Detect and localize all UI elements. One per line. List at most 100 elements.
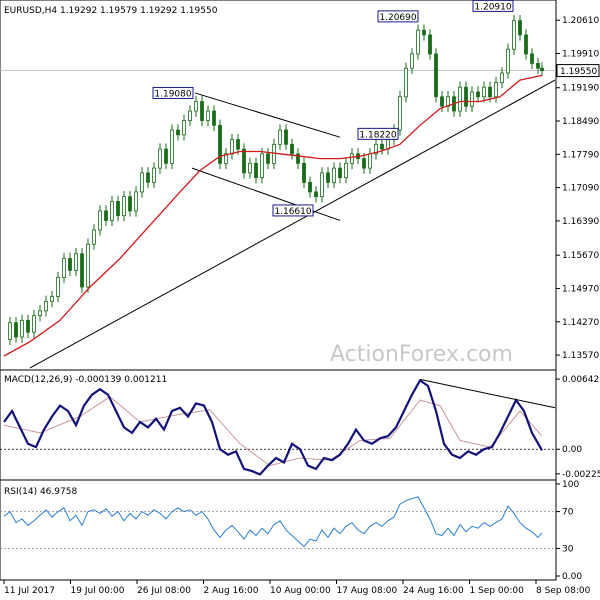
candle-body (206, 110, 210, 121)
candle-body (296, 153, 300, 164)
candle-body (32, 315, 36, 333)
candle-body (536, 63, 540, 69)
rsi-panel-title: RSI(14) 46.9758 (4, 487, 77, 497)
candle-body (134, 191, 138, 212)
price-ytick-label: 1.19190 (562, 84, 599, 94)
candle-body (182, 120, 186, 136)
macd-ytick-label: 0.006425 (562, 375, 600, 385)
trendline-2 (191, 167, 341, 221)
candle-body (500, 72, 504, 83)
candle-body (200, 101, 204, 121)
candle-body (308, 181, 312, 193)
candle-body (380, 143, 384, 150)
price-annotation: 1.20910 (472, 0, 514, 12)
candle-body (218, 124, 222, 164)
candle-body (524, 34, 528, 55)
xtick-label: 11 Jul 2017 (4, 586, 55, 596)
candle-body (20, 319, 24, 338)
macd-line (3, 378, 543, 476)
candle-body (416, 29, 420, 55)
annotation-box (272, 204, 314, 217)
annotation-label: 1.20690 (379, 13, 416, 23)
price-ytick-label: 1.18490 (562, 117, 599, 127)
rsi-ytick-label: 30 (562, 544, 574, 554)
moving-average-line (3, 74, 543, 357)
candle-body (176, 129, 180, 136)
macd-ytick-label: 0.00 (562, 445, 582, 455)
watermark: ActionForex.com (330, 342, 513, 367)
price-ytick-label: 1.17090 (562, 184, 599, 194)
candle-body (290, 143, 294, 155)
candle-body (338, 167, 342, 179)
candle-body (224, 153, 228, 164)
current-price-tag (556, 64, 600, 78)
candle-body (188, 110, 192, 121)
candle-body (86, 243, 90, 288)
rsi-ytick-label: 100 (562, 480, 579, 490)
annotation-label: 1.16610 (274, 207, 311, 217)
candle-body (458, 86, 462, 112)
current-price-label: 1.19550 (560, 67, 597, 77)
candle-body (434, 53, 438, 98)
price-panel-title: EURUSD,H4 1.19292 1.19579 1.19292 1.1955… (4, 6, 218, 16)
candle-body (326, 172, 330, 183)
candle-body (62, 258, 66, 278)
annotation-label: 1.20910 (474, 2, 511, 12)
annotation-label: 1.19080 (154, 89, 191, 99)
candle-body (116, 201, 120, 217)
macd-trendline (419, 378, 556, 409)
candle-body (164, 148, 168, 164)
candle-body (260, 153, 264, 179)
candle-body (8, 322, 12, 340)
candle-body (140, 172, 144, 193)
price-ytick-label: 1.17790 (562, 150, 599, 160)
candle-body (440, 96, 444, 107)
candle-body (332, 167, 336, 183)
candle-body (236, 139, 240, 150)
rsi-ytick-label: 0.00 (562, 572, 582, 582)
price-ytick-label: 1.13570 (562, 351, 599, 361)
candle-body (314, 191, 318, 198)
candle-body (26, 319, 30, 333)
candle-body (362, 158, 366, 169)
candle-body (398, 96, 402, 131)
price-ytick-label: 1.14970 (562, 284, 599, 294)
trendline-0 (29, 79, 556, 369)
xtick-label: 2 Aug 16:00 (204, 586, 259, 596)
candle-body (350, 153, 354, 164)
candle-body (122, 196, 126, 217)
annotation-label: 1.18220 (359, 130, 396, 140)
price-ytick-label: 1.14270 (562, 318, 599, 328)
candle-body (230, 139, 234, 155)
candle-body (518, 20, 522, 36)
xtick-label: 10 Aug 00:00 (270, 586, 331, 596)
xtick-label: 8 Sep 08:00 (536, 586, 591, 596)
candle-body (368, 153, 372, 169)
candle-body (254, 162, 258, 179)
candle-body (530, 53, 534, 64)
candle-body (266, 153, 270, 164)
candle-body (278, 129, 282, 145)
candle-body (410, 53, 414, 69)
annotation-box (357, 127, 399, 140)
xtick-label: 17 Aug 08:00 (337, 586, 398, 596)
candle-body (512, 20, 516, 50)
candle-body (248, 162, 252, 174)
trendline-1 (194, 92, 341, 138)
xtick-label: 19 Jul 00:00 (71, 586, 125, 596)
candle-body (152, 167, 156, 183)
candle-body (302, 162, 306, 183)
candle-body (74, 253, 78, 271)
candle-body (44, 300, 48, 312)
rsi-panel-frame (0, 479, 557, 581)
candle-body (80, 253, 84, 288)
candle-body (38, 310, 42, 316)
price-panel-frame (0, 0, 557, 371)
annotation-box (377, 10, 419, 23)
price-ytick-label: 1.16390 (562, 217, 599, 227)
candle-body (242, 148, 246, 174)
candle-body (540, 67, 544, 71)
rsi-ytick-label: 70 (562, 508, 574, 518)
